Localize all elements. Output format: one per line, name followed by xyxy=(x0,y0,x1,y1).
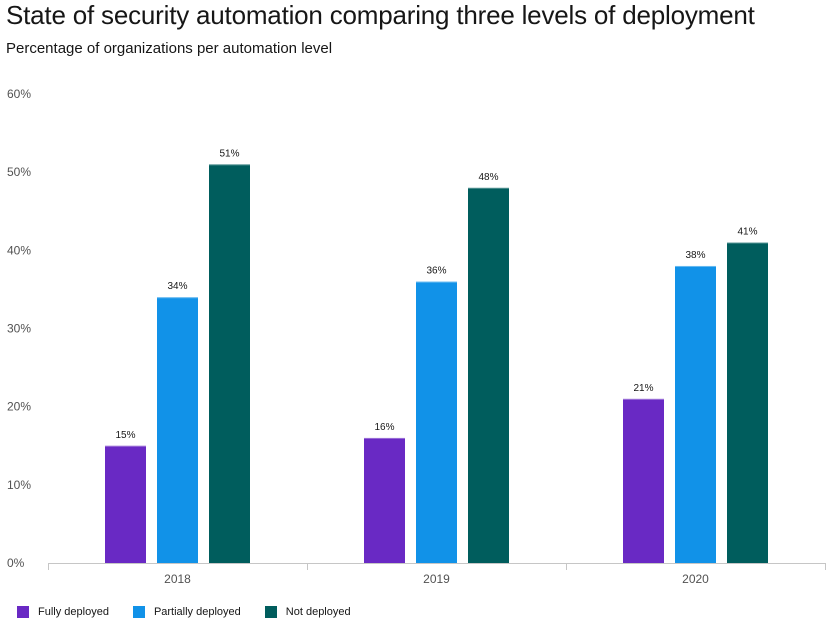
y-tick-label: 0% xyxy=(7,556,25,570)
bar-fully-deployed-2020 xyxy=(623,398,664,563)
chart-title: State of security automation comparing t… xyxy=(6,0,755,30)
data-label-fully-deployed-2020: 21% xyxy=(633,383,653,394)
data-label-partially-deployed-2018: 34% xyxy=(167,281,187,292)
bar-fully-deployed-2019 xyxy=(364,437,405,563)
y-tick-label: 20% xyxy=(7,400,31,414)
legend-label-partially-deployed: Partially deployed xyxy=(153,606,241,618)
legend-swatch-fully-deployed xyxy=(17,606,29,618)
y-tick-label: 10% xyxy=(7,478,31,492)
bar-chart: 0% 10% 20% 30% 40% 50% 60% 15% 34% 51% 2018 16% 36% 4… xyxy=(7,87,826,586)
y-tick-label: 50% xyxy=(7,165,31,179)
bar-fully-deployed-2018 xyxy=(105,445,146,563)
data-label-partially-deployed-2020: 38% xyxy=(685,250,705,261)
bar-partially-deployed-2018 xyxy=(157,297,198,563)
data-label-not-deployed-2019: 48% xyxy=(478,172,498,183)
chart-subtitle: Percentage of organizations per automati… xyxy=(6,40,333,57)
data-label-partially-deployed-2019: 36% xyxy=(426,266,446,277)
data-label-not-deployed-2018: 51% xyxy=(219,148,239,159)
bar-not-deployed-2018 xyxy=(209,164,250,563)
bar-partially-deployed-2020 xyxy=(675,265,716,563)
legend-label-fully-deployed: Fully deployed xyxy=(38,606,109,618)
bar-partially-deployed-2019 xyxy=(416,281,457,563)
y-tick-label: 60% xyxy=(7,87,31,101)
y-tick-label: 40% xyxy=(7,243,31,257)
x-tick-label-2019: 2019 xyxy=(423,572,450,586)
y-tick-label: 30% xyxy=(7,322,31,336)
legend-swatch-partially-deployed xyxy=(132,606,145,618)
legend-swatch-not-deployed xyxy=(264,606,277,618)
x-tick-label-2020: 2020 xyxy=(682,572,709,586)
data-label-fully-deployed-2019: 16% xyxy=(374,422,394,433)
legend-item-partially-deployed: Partially deployed xyxy=(132,606,241,618)
data-label-fully-deployed-2018: 15% xyxy=(115,430,135,441)
legend-item-not-deployed: Not deployed xyxy=(264,606,351,618)
legend: Fully deployed Partially deployed Not de… xyxy=(17,606,375,618)
bar-not-deployed-2020 xyxy=(727,242,768,563)
data-label-not-deployed-2020: 41% xyxy=(737,227,757,238)
legend-label-not-deployed: Not deployed xyxy=(285,606,351,618)
legend-item-fully-deployed: Fully deployed xyxy=(17,606,109,618)
x-tick-label-2018: 2018 xyxy=(164,572,191,586)
bar-not-deployed-2019 xyxy=(468,187,509,564)
